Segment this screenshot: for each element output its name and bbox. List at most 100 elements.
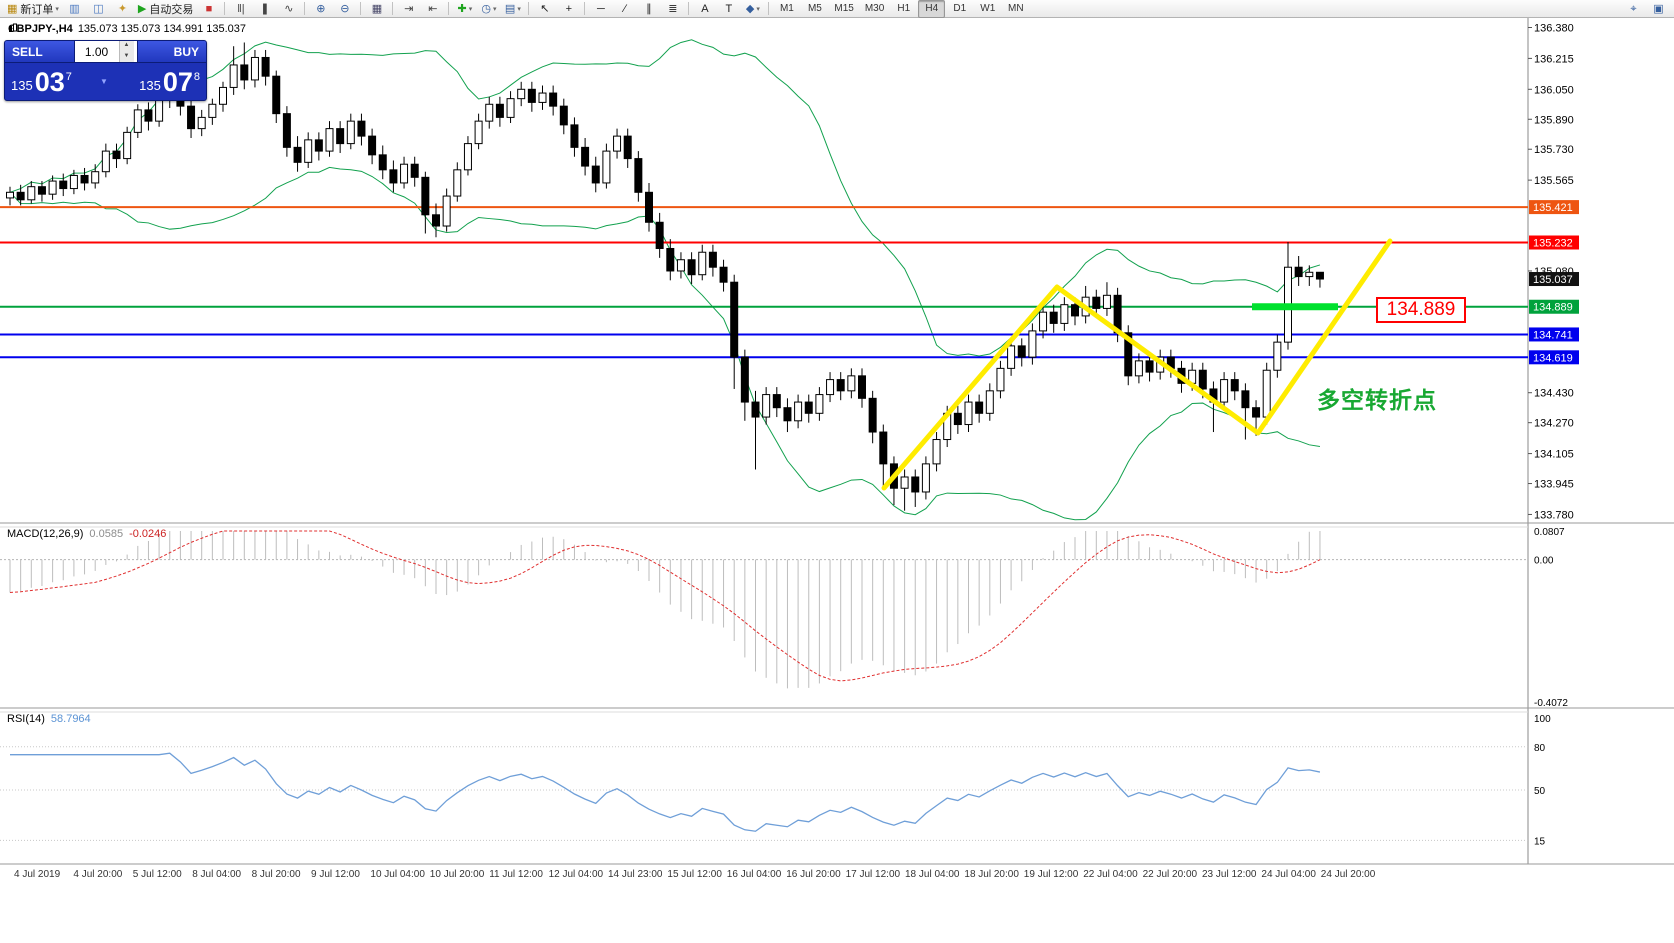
templates-button[interactable]: ▤ ▾ bbox=[501, 0, 524, 18]
svg-text:19 Jul 12:00: 19 Jul 12:00 bbox=[1024, 869, 1079, 880]
bar-chart-mode-icon: ‖| bbox=[237, 2, 245, 15]
auto-scroll-button[interactable]: ⇥ bbox=[397, 0, 420, 18]
auto-scroll-icon: ⇥ bbox=[404, 2, 414, 15]
price-callout-box[interactable]: 134.889 bbox=[1376, 297, 1466, 323]
timeframe-m30-button[interactable]: M30 bbox=[864, 3, 885, 14]
autotrading-icon: ▶ bbox=[137, 2, 147, 15]
buy-price[interactable]: 135 07 8 bbox=[111, 63, 206, 100]
price-axis[interactable]: 136.380 136.215 136.050 135.890 135.730 135.5… bbox=[1528, 22, 1579, 521]
timeframe-m15-button[interactable]: M15 bbox=[834, 3, 854, 14]
macd-signal-line bbox=[9, 530, 1321, 682]
chart-shift-button[interactable]: ⇤ bbox=[421, 0, 444, 18]
svg-text:4 Jul 20:00: 4 Jul 20:00 bbox=[73, 869, 122, 880]
zoom-in-button[interactable]: ⊕ bbox=[309, 0, 332, 18]
toolbar-separator bbox=[768, 2, 770, 15]
svg-text:135.232: 135.232 bbox=[1533, 238, 1573, 250]
stop-autotrading-icon: ■ bbox=[205, 2, 213, 15]
toolbar-separator bbox=[304, 2, 306, 15]
svg-text:8 Jul 20:00: 8 Jul 20:00 bbox=[252, 869, 301, 880]
crosshair-button[interactable]: + bbox=[557, 0, 580, 18]
label-tool-button[interactable]: T bbox=[717, 0, 740, 18]
macd-value-2: -0.0246 bbox=[129, 528, 167, 540]
svg-text:23 Jul 12:00: 23 Jul 12:00 bbox=[1202, 869, 1257, 880]
hline-tool-button[interactable]: ─ bbox=[589, 0, 612, 18]
label-tool-icon: T bbox=[725, 2, 733, 15]
timeframe-m5-button[interactable]: M5 bbox=[807, 3, 822, 14]
timeframe-mn-button[interactable]: MN bbox=[1008, 3, 1024, 14]
macd-axis-label: -0.4072 bbox=[1534, 698, 1568, 709]
svg-text:136.380: 136.380 bbox=[1534, 22, 1574, 34]
templates-icon: ▤ bbox=[504, 2, 516, 15]
periods-icon: ◷ bbox=[481, 2, 491, 15]
hline-tool-icon: ─ bbox=[596, 2, 605, 15]
svg-text:135.037: 135.037 bbox=[1533, 274, 1573, 286]
buy-price-prefix: 135 bbox=[139, 78, 161, 93]
search-symbol-icon-icon: ⌖ bbox=[1630, 2, 1637, 15]
svg-text:5 Jul 12:00: 5 Jul 12:00 bbox=[133, 869, 182, 880]
stop-autotrading-button[interactable]: ■ bbox=[197, 0, 220, 18]
bar-chart-mode-button[interactable]: ‖| bbox=[229, 0, 252, 18]
zoom-out-button[interactable]: ⊖ bbox=[333, 0, 356, 18]
svg-text:135.890: 135.890 bbox=[1534, 114, 1574, 126]
volume-spinner: ▲ ▼ bbox=[118, 41, 134, 62]
new-order-button[interactable]: ▦ 新订单 ▾ bbox=[4, 0, 62, 18]
sell-price[interactable]: 135 03 7 bbox=[5, 63, 97, 100]
sell-button[interactable]: SELL bbox=[5, 41, 74, 62]
svg-text:22 Jul 20:00: 22 Jul 20:00 bbox=[1143, 869, 1198, 880]
autotrading-button[interactable]: ▶ 自动交易 bbox=[135, 0, 196, 18]
svg-text:10 Jul 20:00: 10 Jul 20:00 bbox=[430, 869, 485, 880]
svg-text:24 Jul 20:00: 24 Jul 20:00 bbox=[1321, 869, 1376, 880]
svg-text:136.050: 136.050 bbox=[1534, 84, 1574, 96]
price-badge-134.619: 134.619 bbox=[1529, 350, 1579, 365]
fibonacci-tool-button[interactable]: ≣ bbox=[661, 0, 684, 18]
fibonacci-tool-icon: ≣ bbox=[668, 2, 678, 15]
timeframe-d1-button[interactable]: D1 bbox=[953, 3, 967, 14]
volume-up-icon[interactable]: ▲ bbox=[119, 41, 134, 52]
buy-button[interactable]: BUY bbox=[137, 41, 206, 62]
price-badge-134.889: 134.889 bbox=[1529, 299, 1579, 314]
periods-button[interactable]: ◷ ▾ bbox=[477, 0, 500, 18]
cursor-button[interactable]: ↖ bbox=[533, 0, 556, 18]
svg-text:136.215: 136.215 bbox=[1534, 53, 1574, 65]
candle-chart-mode-button[interactable]: ❚ bbox=[253, 0, 276, 18]
text-tool-button[interactable]: A bbox=[693, 0, 716, 18]
rsi-axis-label: 100 bbox=[1534, 714, 1551, 725]
macd-axis-label: 0.00 bbox=[1534, 556, 1554, 567]
timeframe-h1-button[interactable]: H1 bbox=[897, 3, 911, 14]
virtual-hosting-icon-button[interactable]: ▣ bbox=[1647, 0, 1670, 18]
one-click-trading-panel: SELL ▲ ▼ BUY 135 03 7 ▼ 135 07 8 bbox=[4, 40, 207, 101]
svg-text:4 Jul 2019: 4 Jul 2019 bbox=[14, 869, 61, 880]
time-axis[interactable]: 4 Jul 2019 4 Jul 20:00 5 Jul 12:00 8 Jul 04… bbox=[14, 869, 1376, 880]
trendline-tool-button[interactable]: ∕ bbox=[613, 0, 636, 18]
candles-layer bbox=[6, 42, 1324, 511]
tile-windows-button[interactable]: ▦ bbox=[365, 0, 388, 18]
chart-window-icon-button[interactable]: ▥ bbox=[63, 0, 86, 18]
price-badge-135.421: 135.421 bbox=[1529, 200, 1579, 215]
toolbar-separator bbox=[528, 2, 530, 15]
volume-down-icon[interactable]: ▼ bbox=[119, 51, 134, 62]
line-chart-mode-button[interactable]: ∿ bbox=[277, 0, 300, 18]
svg-text:18 Jul 04:00: 18 Jul 04:00 bbox=[905, 869, 960, 880]
sell-price-prefix: 135 bbox=[11, 78, 33, 93]
volume-input[interactable] bbox=[74, 41, 119, 62]
chevron-down-icon: ▾ bbox=[756, 5, 760, 13]
crosshair-icon: + bbox=[565, 2, 573, 15]
indicators-button[interactable]: ✚ ▾ bbox=[453, 0, 476, 18]
rsi-value: 58.7964 bbox=[50, 713, 91, 725]
channel-tool-button[interactable]: ∥ bbox=[637, 0, 660, 18]
zigzag-trendline[interactable] bbox=[881, 238, 1393, 491]
rsi-axis-label: 80 bbox=[1534, 743, 1546, 754]
navigator-icon-button[interactable]: ✦ bbox=[111, 0, 134, 18]
timeframe-h4-button[interactable]: H4 bbox=[918, 0, 946, 18]
shapes-tool-button[interactable]: ◆ ▾ bbox=[741, 0, 764, 18]
rsi-axis-label: 50 bbox=[1534, 786, 1546, 797]
market-watch-icon-button[interactable]: ◫ bbox=[87, 0, 110, 18]
timeframe-w1-button[interactable]: W1 bbox=[980, 3, 996, 14]
search-symbol-icon-button[interactable]: ⌖ bbox=[1622, 0, 1645, 18]
turning-point-annotation[interactable]: 多空转折点 bbox=[1317, 387, 1437, 413]
timeframe-m1-button[interactable]: M1 bbox=[779, 3, 794, 14]
chevron-down-icon: ▾ bbox=[468, 5, 473, 13]
line-chart-mode-icon: ∿ bbox=[284, 2, 294, 15]
svg-text:134.619: 134.619 bbox=[1533, 352, 1573, 364]
